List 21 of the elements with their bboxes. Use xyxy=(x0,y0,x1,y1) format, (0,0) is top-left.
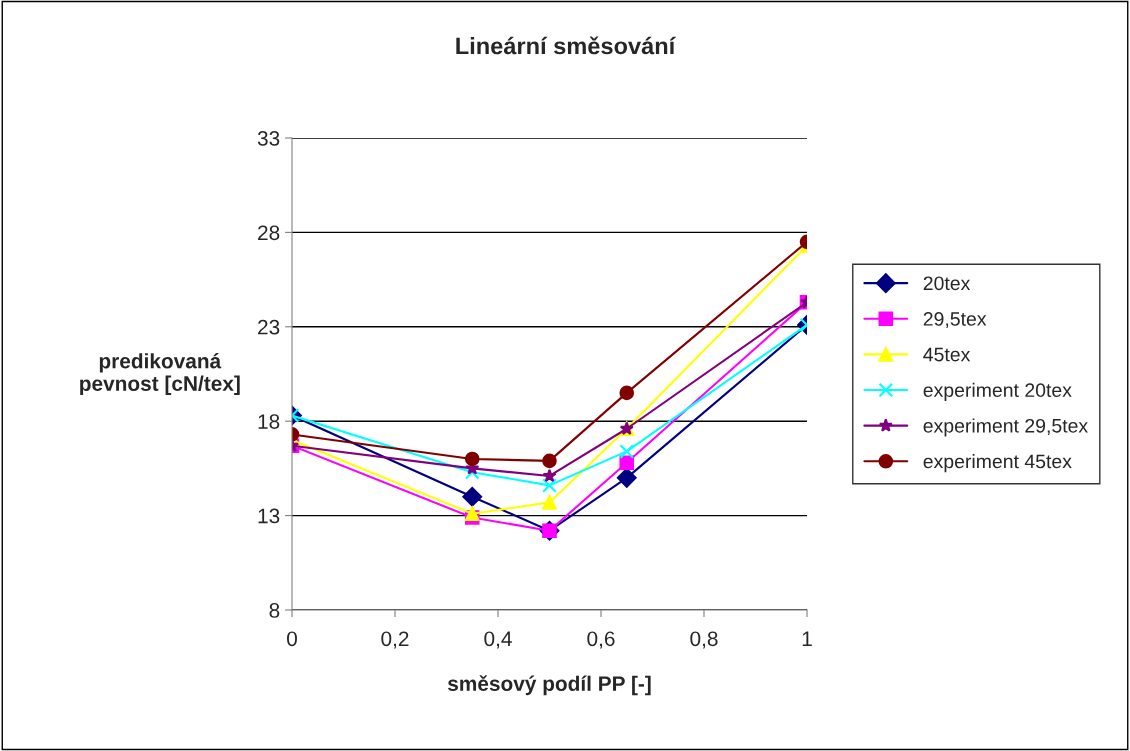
y-tick-label: 13 xyxy=(258,508,280,524)
x-tick-label: 1 xyxy=(802,631,812,646)
y-tick-label: 23 xyxy=(258,319,280,335)
x-tick-label: 0 xyxy=(287,631,297,647)
y-tick-label: 8 xyxy=(269,603,280,618)
legend-label: 45tex xyxy=(923,347,971,362)
x-tick-label: 0,6 xyxy=(587,631,615,649)
x-axis-title: směsový podíl PP [-] xyxy=(447,675,651,696)
y-axis-title: predikovaná pevnost [cN/tex] xyxy=(80,352,240,396)
x-tick-label: 0,2 xyxy=(381,631,409,649)
chart-title: Lineární směsování xyxy=(456,36,676,55)
y-tick-label: 33 xyxy=(257,131,280,146)
legend-label: experiment 29,5tex xyxy=(923,418,1088,437)
legend-label: experiment 20tex xyxy=(923,382,1072,401)
legend-label: 29,5tex xyxy=(923,312,987,329)
x-tick-label: 0,8 xyxy=(690,631,718,649)
y-tick-label: 18 xyxy=(258,414,280,429)
x-tick-label: 0,4 xyxy=(484,631,512,649)
y-tick-label: 28 xyxy=(258,225,280,241)
legend-label: 20tex xyxy=(923,276,971,291)
legend-label: experiment 45tex xyxy=(923,454,1072,473)
